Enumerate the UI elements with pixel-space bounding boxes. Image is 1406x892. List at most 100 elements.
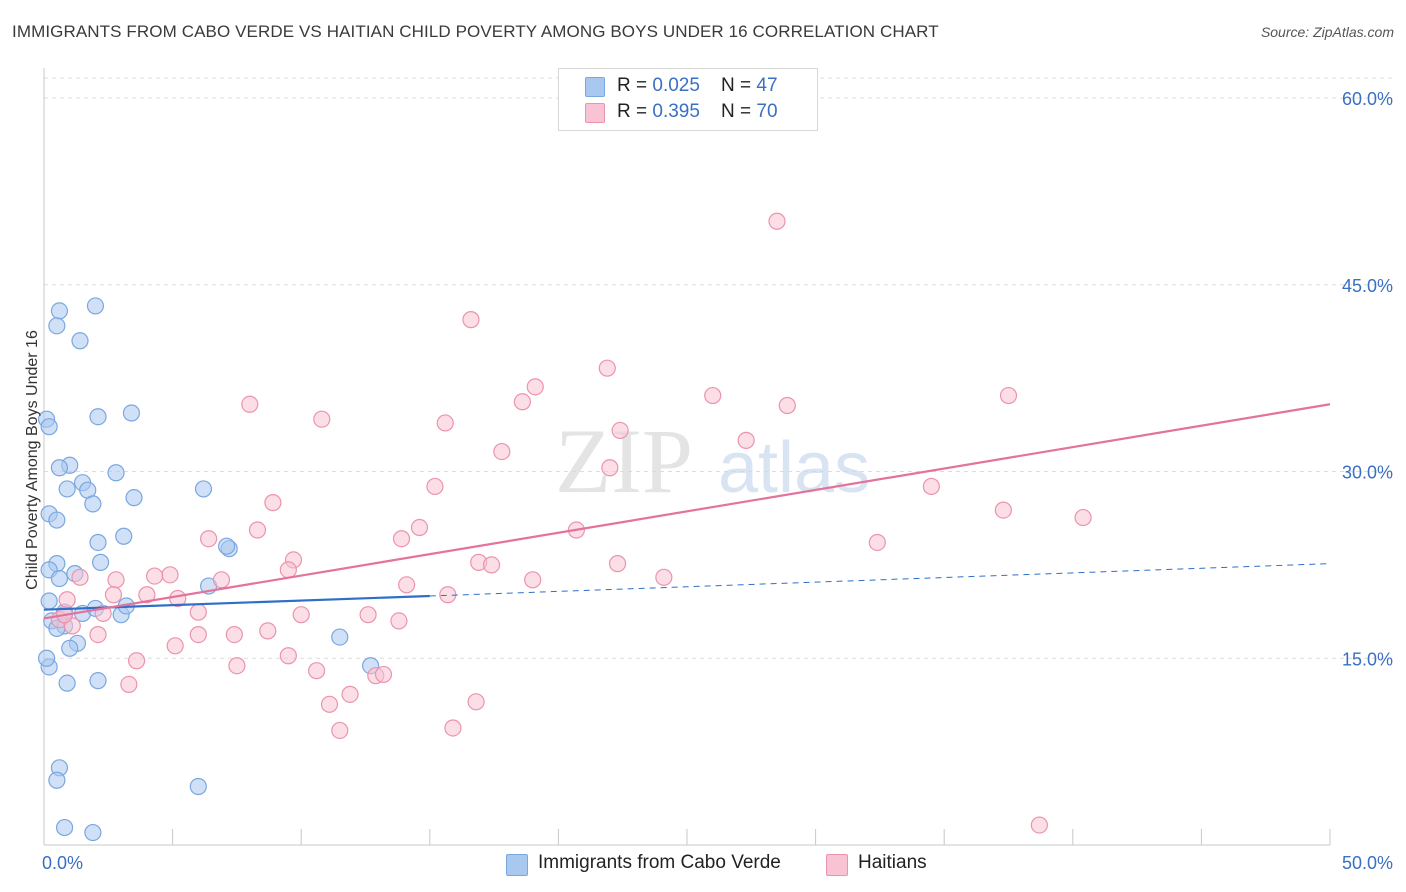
- data-points: [37, 212, 1092, 842]
- point-cabo-verde: [194, 480, 213, 498]
- x-tick-label-min: 0.0%: [42, 853, 83, 873]
- point-haitians: [482, 556, 501, 574]
- point-haitians: [225, 625, 243, 644]
- point-cabo-verde: [86, 297, 105, 315]
- point-cabo-verde: [55, 818, 74, 837]
- watermark: ZIP atlas: [555, 410, 870, 512]
- point-cabo-verde: [71, 332, 89, 350]
- series-label-haitians: Haitians: [858, 852, 927, 873]
- point-haitians: [241, 395, 259, 413]
- point-haitians: [320, 695, 339, 713]
- point-haitians: [58, 591, 76, 609]
- point-haitians: [462, 311, 480, 329]
- point-haitians: [127, 652, 146, 670]
- point-haitians: [513, 393, 531, 411]
- point-haitians: [279, 561, 297, 579]
- point-haitians: [161, 566, 179, 584]
- source-label: Source: ZipAtlas.com: [1260, 24, 1394, 40]
- point-haitians: [89, 625, 107, 644]
- point-haitians: [166, 637, 184, 655]
- point-cabo-verde: [331, 628, 349, 646]
- point-cabo-verde: [50, 302, 69, 320]
- point-cabo-verde: [58, 480, 76, 498]
- point-haitians: [611, 421, 629, 440]
- point-haitians: [374, 665, 393, 684]
- legend-text-cabo-verde: R = 0.025 N = 47: [617, 75, 778, 96]
- trend-extension-cabo-verde: [429, 563, 1331, 597]
- point-haitians: [189, 603, 207, 621]
- point-haitians: [768, 212, 786, 230]
- point-haitians: [444, 719, 462, 737]
- point-cabo-verde: [84, 823, 102, 842]
- point-haitians: [212, 571, 231, 589]
- chart-title: IMMIGRANTS FROM CABO VERDE VS HAITIAN CH…: [12, 22, 939, 41]
- point-haitians: [467, 693, 485, 711]
- point-cabo-verde: [91, 553, 110, 571]
- point-haitians: [1030, 816, 1048, 834]
- point-haitians: [392, 530, 411, 548]
- point-haitians: [264, 494, 282, 512]
- point-cabo-verde: [58, 674, 76, 692]
- point-cabo-verde: [48, 317, 66, 335]
- grid-lines: [44, 77, 1394, 659]
- y-tick-label: 60.0%: [1342, 89, 1393, 109]
- point-cabo-verde: [89, 408, 107, 426]
- point-cabo-verde: [189, 777, 207, 796]
- point-haitians: [259, 622, 277, 640]
- trend-line-haitians: [43, 403, 1331, 620]
- point-haitians: [704, 386, 722, 405]
- point-haitians: [331, 721, 349, 740]
- correlation-legend: R = 0.025 N = 47 R = 0.395 N = 70: [558, 68, 818, 131]
- point-haitians: [598, 359, 616, 377]
- point-cabo-verde: [218, 537, 236, 555]
- point-haitians: [145, 567, 164, 585]
- point-haitians: [313, 410, 331, 428]
- point-cabo-verde: [89, 533, 107, 552]
- point-haitians: [398, 576, 416, 594]
- point-haitians: [994, 501, 1012, 519]
- point-haitians: [228, 657, 246, 675]
- legend-swatch-cabo-verde: [585, 77, 605, 97]
- point-haitians: [655, 568, 673, 586]
- point-haitians: [248, 521, 267, 539]
- point-haitians: [200, 530, 218, 548]
- point-haitians: [107, 571, 125, 589]
- y-axis-label-wrap: Child Poverty Among Boys Under 16: [6, 290, 46, 630]
- point-haitians: [737, 431, 755, 449]
- y-axis-label: Child Poverty Among Boys Under 16: [24, 330, 41, 590]
- point-haitians: [601, 459, 619, 477]
- point-cabo-verde: [61, 639, 79, 657]
- point-haitians: [1074, 508, 1092, 527]
- point-cabo-verde: [84, 495, 102, 513]
- x-tick-label-max: 50.0%: [1342, 853, 1393, 873]
- point-haitians: [778, 396, 796, 415]
- series-label-cabo-verde: Immigrants from Cabo Verde: [538, 852, 781, 873]
- point-cabo-verde: [37, 649, 56, 667]
- point-haitians: [922, 477, 940, 496]
- point-cabo-verde: [125, 489, 143, 507]
- point-haitians: [71, 568, 89, 586]
- tick-labels: 15.0% 30.0% 45.0% 60.0% 0.0% 50.0%: [42, 89, 1393, 873]
- point-cabo-verde: [89, 672, 107, 690]
- point-cabo-verde: [115, 527, 133, 545]
- point-haitians: [999, 386, 1018, 405]
- point-haitians: [426, 477, 444, 496]
- point-haitians: [524, 571, 542, 589]
- point-haitians: [308, 662, 326, 680]
- legend-swatch-haitians: [585, 103, 605, 123]
- point-cabo-verde: [50, 459, 69, 477]
- point-cabo-verde: [48, 771, 66, 789]
- point-haitians: [138, 586, 156, 604]
- point-haitians: [279, 647, 297, 665]
- point-haitians: [189, 625, 207, 644]
- axes: [43, 68, 1331, 846]
- point-cabo-verde: [48, 511, 66, 529]
- point-haitians: [493, 442, 511, 461]
- point-haitians: [390, 612, 408, 630]
- point-haitians: [410, 518, 429, 537]
- point-cabo-verde: [40, 418, 58, 436]
- point-cabo-verde: [122, 404, 141, 422]
- point-haitians: [341, 685, 359, 703]
- point-cabo-verde: [50, 569, 69, 588]
